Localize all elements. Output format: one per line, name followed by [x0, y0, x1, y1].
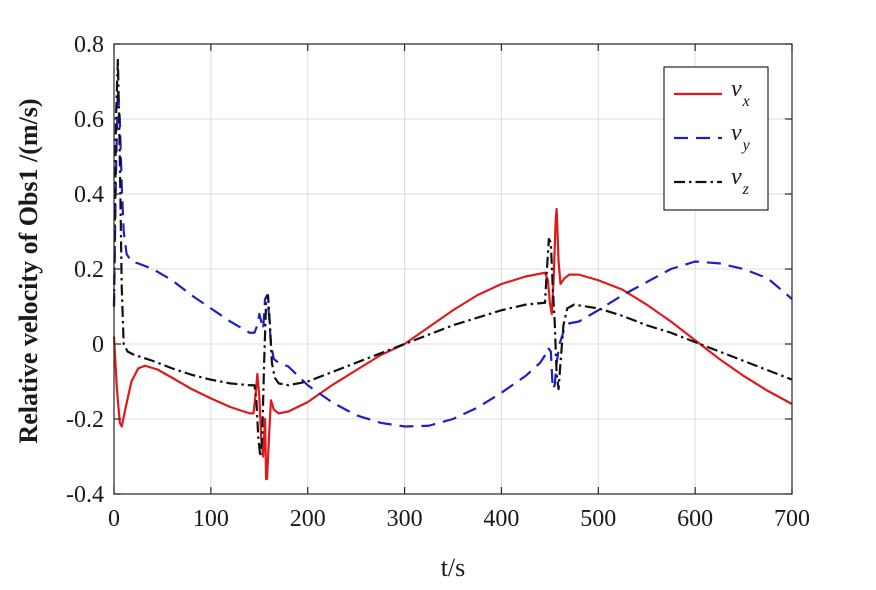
- x-tick-label: 700: [774, 506, 810, 532]
- x-tick-label: 500: [580, 506, 616, 532]
- x-tick-label: 600: [677, 506, 713, 532]
- y-axis-label: Relative velocity of Obs1 /(m/s): [14, 98, 43, 443]
- y-tick-label: 0.6: [74, 107, 104, 133]
- x-tick-label: 200: [290, 506, 326, 532]
- y-tick-label: 0.4: [74, 182, 104, 208]
- y-tick-label: 0: [92, 332, 104, 358]
- x-tick-label: 400: [483, 506, 519, 532]
- series-line-x: [112, 207, 793, 481]
- x-axis-label: t/s: [441, 553, 466, 582]
- series-lines: [112, 57, 793, 481]
- y-tick-label: -0.4: [66, 482, 104, 508]
- series-line-z: [112, 57, 793, 458]
- y-axis: -0.4 -0.2 0 0.2 0.4 0.6 0.8: [66, 32, 792, 508]
- x-tick-label: 100: [193, 506, 229, 532]
- x-tick-label: 300: [387, 506, 423, 532]
- y-tick-label: 0.2: [74, 257, 104, 283]
- y-tick-label: 0.8: [74, 32, 104, 58]
- y-tick-label: -0.2: [66, 407, 104, 433]
- x-axis: 0 100 200 300 400 500 600 700: [108, 44, 810, 532]
- series-line-y: [112, 87, 793, 428]
- x-tick-label: 0: [108, 506, 120, 532]
